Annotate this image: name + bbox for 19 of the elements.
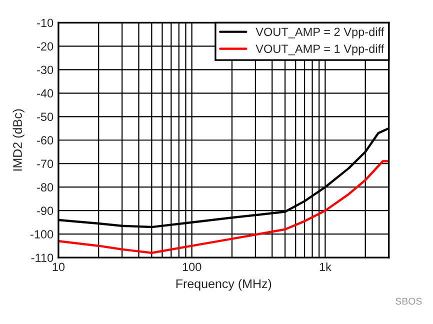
x-axis-title: Frequency (MHz) xyxy=(176,279,272,291)
y-tick-label: -100 xyxy=(30,230,54,238)
x-tick-label: 1k xyxy=(320,262,332,271)
y-tick-label: -30 xyxy=(37,66,54,74)
y-tick-label: -50 xyxy=(37,112,54,122)
x-tick-label: 10 xyxy=(52,262,65,272)
y-tick-label: -10 xyxy=(37,18,54,28)
y-tick-label: -80 xyxy=(37,183,54,192)
text: SBOS xyxy=(396,298,422,305)
y-tick-label: -20 xyxy=(37,42,54,51)
x-tick-label: 100 xyxy=(182,262,202,272)
y-tick-label: -40 xyxy=(37,89,54,98)
y-tick-label: -110 xyxy=(31,254,54,262)
y-axis-title: IMD2 (dBc) xyxy=(12,109,24,171)
legend-label: VOUT_AMP = 1 Vpp-diff xyxy=(256,44,384,56)
y-tick-label: -70 xyxy=(37,160,54,168)
y-tick-label: -60 xyxy=(37,136,54,145)
legend-label: VOUT_AMP = 2 Vpp-diff xyxy=(256,27,384,38)
y-tick-label: -90 xyxy=(37,206,54,215)
